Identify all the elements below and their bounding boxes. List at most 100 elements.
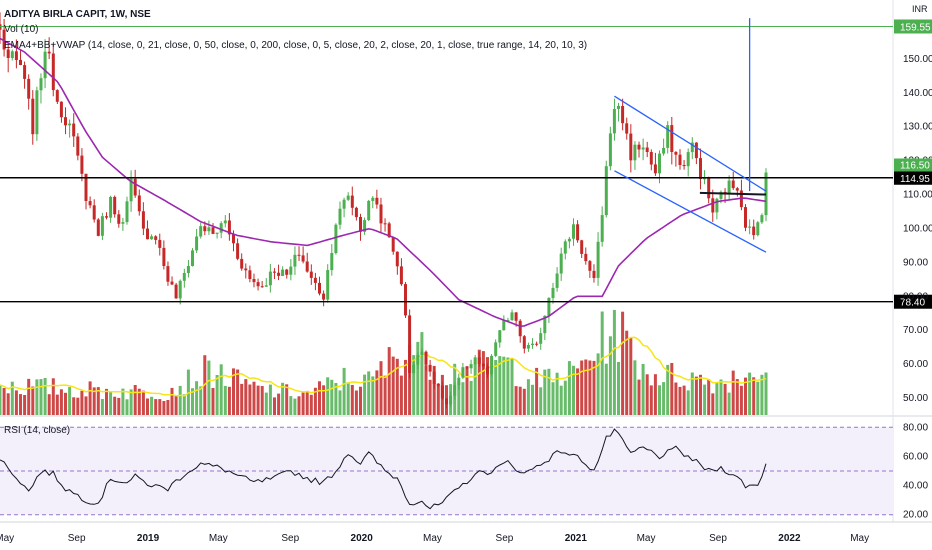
volume-bar	[318, 381, 321, 415]
volume-bar	[166, 400, 170, 415]
volume-bar	[281, 382, 285, 415]
candle-body	[14, 51, 18, 60]
candle-body	[678, 154, 682, 165]
candle-body	[588, 261, 592, 271]
volume-bar	[363, 374, 367, 415]
volume-bar	[68, 387, 72, 415]
volume-bar	[174, 395, 178, 415]
candle	[567, 236, 571, 249]
candle-body	[555, 273, 559, 288]
candle	[535, 341, 539, 347]
volume-bar	[502, 356, 506, 415]
volume-bar	[80, 390, 84, 415]
volume-bar	[170, 387, 174, 415]
candle-body	[572, 224, 575, 239]
volume-bar	[39, 379, 43, 415]
candle-body	[477, 357, 481, 364]
rsi-tick-label: 60.00	[903, 451, 928, 462]
last-price-tag	[894, 158, 932, 172]
candle	[191, 248, 194, 267]
candle	[739, 179, 743, 211]
candle-body	[424, 351, 428, 365]
volume-bar	[387, 347, 391, 415]
candle-body	[256, 282, 260, 287]
volume-bar	[408, 344, 412, 415]
candle-body	[395, 251, 399, 267]
volume-bar	[481, 351, 485, 415]
candle-body	[260, 286, 264, 288]
candle-body	[31, 98, 35, 135]
candle-body	[240, 258, 244, 269]
volume-bar	[498, 356, 502, 415]
candle	[199, 222, 203, 239]
candle-body	[469, 364, 473, 369]
volume-bar	[162, 401, 166, 415]
candle-body	[699, 158, 702, 179]
candle-body	[625, 123, 629, 134]
volume-bar	[399, 375, 403, 415]
volume-bar	[735, 379, 739, 415]
volume-bar	[727, 392, 731, 415]
candle	[498, 330, 502, 348]
candle-body	[92, 205, 96, 220]
volume-bar	[625, 330, 629, 415]
candle-body	[563, 241, 567, 254]
candle	[72, 113, 76, 147]
volume-bar	[309, 394, 313, 415]
volume-bar	[31, 386, 35, 415]
candle-body	[510, 312, 514, 320]
rsi-tick-label: 80.00	[903, 422, 928, 433]
candle	[399, 258, 403, 286]
volume-bar	[658, 385, 661, 415]
candle	[416, 352, 420, 370]
candle-body	[408, 315, 412, 374]
candle	[473, 354, 477, 365]
candle-body	[236, 243, 240, 259]
volume-bar	[469, 380, 473, 415]
volume-bar	[2, 388, 6, 415]
candle	[105, 212, 108, 220]
volume-bar	[268, 384, 272, 415]
volume-bar	[617, 362, 620, 415]
volume-bar	[178, 385, 182, 415]
candle	[301, 246, 305, 264]
candle	[608, 126, 612, 171]
candle-body	[379, 204, 383, 224]
volume-bar	[252, 381, 256, 415]
candle	[96, 218, 100, 237]
candle	[248, 265, 252, 283]
candle	[338, 201, 342, 230]
candle-body	[318, 282, 321, 294]
candle	[178, 279, 182, 305]
candle-body	[600, 215, 604, 242]
candle-body	[289, 266, 293, 275]
candle-body	[703, 178, 707, 180]
candle-body	[608, 133, 612, 167]
volume-bar	[330, 379, 334, 415]
candle-body	[125, 201, 129, 223]
candle-body	[117, 214, 121, 224]
candle	[236, 238, 240, 261]
volume-bar	[232, 368, 235, 415]
candle	[289, 259, 293, 281]
volume-bar	[653, 374, 657, 415]
candle	[39, 73, 43, 104]
candle	[326, 264, 330, 303]
candle	[76, 133, 80, 161]
candle-body	[334, 224, 338, 253]
candle-body	[215, 232, 219, 234]
candle-body	[752, 226, 756, 236]
volume-bar	[334, 383, 338, 415]
candle-body	[162, 247, 166, 266]
candle	[752, 219, 756, 240]
volume-bar	[129, 389, 133, 415]
volume-bar	[346, 382, 350, 415]
candle	[354, 206, 358, 221]
candle-body	[473, 357, 477, 365]
volume-bar	[637, 379, 641, 415]
volume-bar	[260, 386, 264, 415]
candle-body	[43, 51, 47, 79]
candle	[113, 195, 117, 218]
candle	[711, 189, 715, 222]
